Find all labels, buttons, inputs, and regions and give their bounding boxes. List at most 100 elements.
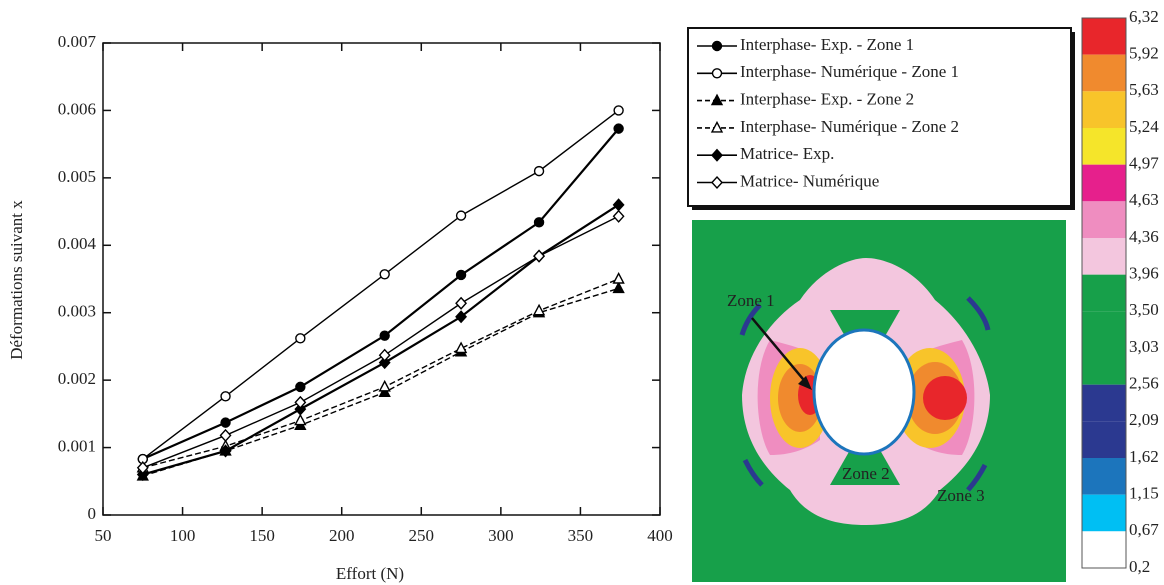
colorbar-label: 0,67 [1129,520,1159,539]
marker [612,281,625,294]
series-line [142,109,620,460]
marker [455,269,467,281]
marker [219,444,232,458]
annotation: Zone 1 [727,291,775,310]
y-tick-label: 0.005 [58,167,96,186]
marker [220,391,231,402]
plot-frame [102,42,661,516]
marker [612,198,625,212]
marker [455,296,468,310]
colorbar-band [1082,128,1126,165]
colorbar-label: 6,32 [1129,7,1159,26]
colorbar-band [1082,531,1126,568]
colorbar-label: 5,24 [1129,117,1159,136]
marker [455,210,467,221]
contour-map: Zone 1 Zone 2 Zone 3 [692,220,1066,582]
y-tick-label: 0.002 [58,369,96,388]
series-line [142,203,620,476]
marker [220,417,231,428]
marker [613,123,624,134]
y-tick-label: 0 [88,504,97,523]
y-tick-label: 0.006 [58,99,96,118]
colorbar-band [1082,201,1126,238]
marker [533,217,545,228]
marker [136,468,149,482]
series-line [142,127,620,461]
marker [378,348,391,362]
marker [295,381,306,393]
legend-label: Matrice- Numérique [740,171,879,190]
colorbar-band [1082,54,1126,92]
colorbar-band [1082,384,1126,422]
marker [532,303,546,316]
x-tick-label: 50 [95,526,112,545]
marker [710,120,724,133]
colorbar-label: 1,62 [1129,447,1159,466]
legend-label: Interphase- Numérique - Zone 1 [740,62,959,81]
marker [294,413,307,426]
marker [136,461,149,475]
marker [612,209,625,223]
legend-label: Interphase- Exp. - Zone 1 [740,35,914,54]
y-axis-title: Déformations suivant x [7,200,26,360]
marker [378,356,391,370]
legend-box [687,27,1072,207]
colorbar-frame [1081,17,1127,569]
colorbar-band [1082,458,1126,495]
marker [378,379,391,392]
marker [711,40,723,52]
colorbar-band [1082,274,1126,312]
marker [612,271,625,284]
colorbar-band [1082,348,1126,385]
marker [533,165,545,177]
colorbar-band [1082,164,1126,202]
legend-label: Interphase- Exp. - Zone 2 [740,90,914,109]
marker [294,402,307,416]
series-line [142,287,619,477]
series-line [142,215,619,469]
y-tick-label: 0.004 [58,234,97,253]
x-tick-label: 300 [488,526,514,545]
marker [711,68,723,79]
colorbar-band [1082,238,1126,275]
marker [613,105,624,116]
x-tick-label: 150 [249,526,275,545]
x-axis-title: Effort (N) [336,564,404,583]
map-zone [742,458,764,487]
y-tick-label: 0.003 [58,302,96,321]
colorbar-label: 0,2 [1129,557,1150,576]
colorbar-band [1082,311,1126,348]
colorbar-label: 5,92 [1129,44,1159,63]
colorbar-band [1082,494,1126,532]
annotation: Zone 3 [937,486,985,505]
marker [454,341,468,354]
colorbar-label: 4,63 [1129,190,1159,209]
marker [710,93,724,106]
colorbar-label: 5,63 [1129,80,1159,99]
x-tick-label: 200 [329,526,355,545]
colorbar-label: 4,36 [1129,227,1159,246]
x-tick-label: 100 [170,526,196,545]
colorbar-label: 3,03 [1129,337,1159,356]
x-tick-label: 350 [568,526,594,545]
map-zone [739,303,762,336]
colorbar-band [1082,421,1126,458]
map-zone [923,376,967,420]
map-hole [812,328,916,456]
marker [379,269,390,280]
marker [711,175,723,190]
marker [533,249,545,263]
colorbar-label: 2,56 [1129,374,1159,393]
map-zone [830,450,900,485]
colorbar-band [1082,91,1126,128]
marker [219,428,232,442]
marker [379,330,390,341]
colorbar-label: 2,09 [1129,410,1159,429]
marker [294,395,307,409]
colorbar-label: 4,97 [1129,154,1159,173]
marker [295,333,306,344]
arrow-head [798,376,812,390]
colorbar-label: 3,96 [1129,264,1159,283]
y-tick-label: 0.001 [58,436,96,455]
